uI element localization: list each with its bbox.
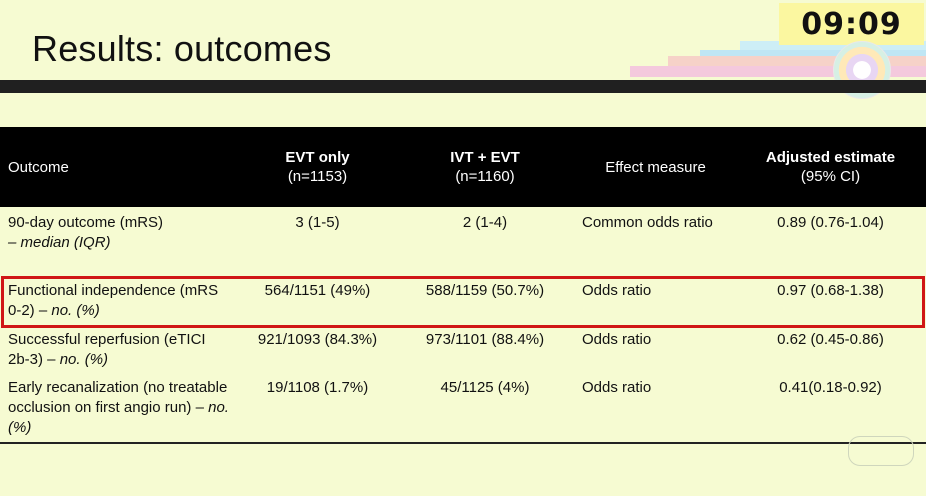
table-row: Successful reperfusion (eTICI 2b-3) – no… xyxy=(0,326,926,374)
slide-title: Results: outcomes xyxy=(32,28,332,69)
table-header-row: Outcome EVT only (n=1153) IVT + EVT (n=116… xyxy=(0,127,926,207)
cell-outcome: Successful reperfusion (eTICI 2b-3) – no… xyxy=(8,331,206,368)
cell-estimate: 0.41(0.18-0.92) xyxy=(779,379,882,396)
header-evt-only: EVT only (n=1153) xyxy=(235,127,400,207)
cell-estimate: 0.62 (0.45-0.86) xyxy=(777,331,884,348)
table-row: 90-day outcome (mRS) – median (IQR) 3 (1-… xyxy=(0,207,926,277)
decor-stripe xyxy=(630,66,926,77)
results-table: Outcome EVT only (n=1153) IVT + EVT (n=116… xyxy=(0,127,926,442)
table-row: Functional independence (mRS 0-2) – no. … xyxy=(0,277,926,326)
header-adjusted-estimate: Adjusted estimate (95% CI) xyxy=(735,127,926,207)
header-outcome: Outcome xyxy=(0,127,235,207)
cell-outcome: 90-day outcome (mRS) – median (IQR) xyxy=(8,214,164,251)
cell-evt-only: 921/1093 (84.3%) xyxy=(257,331,378,348)
cell-measure: Odds ratio xyxy=(582,331,652,348)
cell-evt-only: 3 (1-5) xyxy=(295,214,340,231)
cell-ivt-evt: 2 (1-4) xyxy=(462,214,508,231)
table-bottom-rule xyxy=(0,442,926,444)
cell-measure: Common odds ratio xyxy=(582,214,713,231)
cell-ivt-evt: 588/1159 (50.7%) xyxy=(425,282,545,299)
cell-outcome: Early recanalization (no treatable occlu… xyxy=(8,379,229,436)
cell-evt-only: 564/1151 (49%) xyxy=(264,282,371,299)
highlight-box xyxy=(1,276,925,328)
watermark-icon xyxy=(848,436,914,466)
decor-stripe xyxy=(668,56,926,67)
header-ivt-evt: IVT + EVT (n=1160) xyxy=(400,127,570,207)
table-row: Early recanalization (no treatable occlu… xyxy=(0,374,926,442)
decor-stripe xyxy=(700,50,926,61)
timer-display: 09:09 xyxy=(779,3,924,45)
cell-evt-only: 19/1108 (1.7%) xyxy=(266,379,369,396)
cell-estimate: 0.89 (0.76-1.04) xyxy=(777,214,884,231)
cell-measure: Odds ratio xyxy=(582,282,652,299)
cell-estimate: 0.97 (0.68-1.38) xyxy=(777,282,884,299)
cell-ivt-evt: 45/1125 (4%) xyxy=(440,379,530,396)
cell-outcome: Functional independence (mRS 0-2) – no. … xyxy=(8,282,219,319)
cell-ivt-evt: 973/1101 (88.4%) xyxy=(425,331,545,348)
header-effect-measure: Effect measure xyxy=(570,127,735,207)
title-divider xyxy=(0,80,926,93)
decor-stripe xyxy=(740,41,926,52)
cell-measure: Odds ratio xyxy=(582,379,652,396)
